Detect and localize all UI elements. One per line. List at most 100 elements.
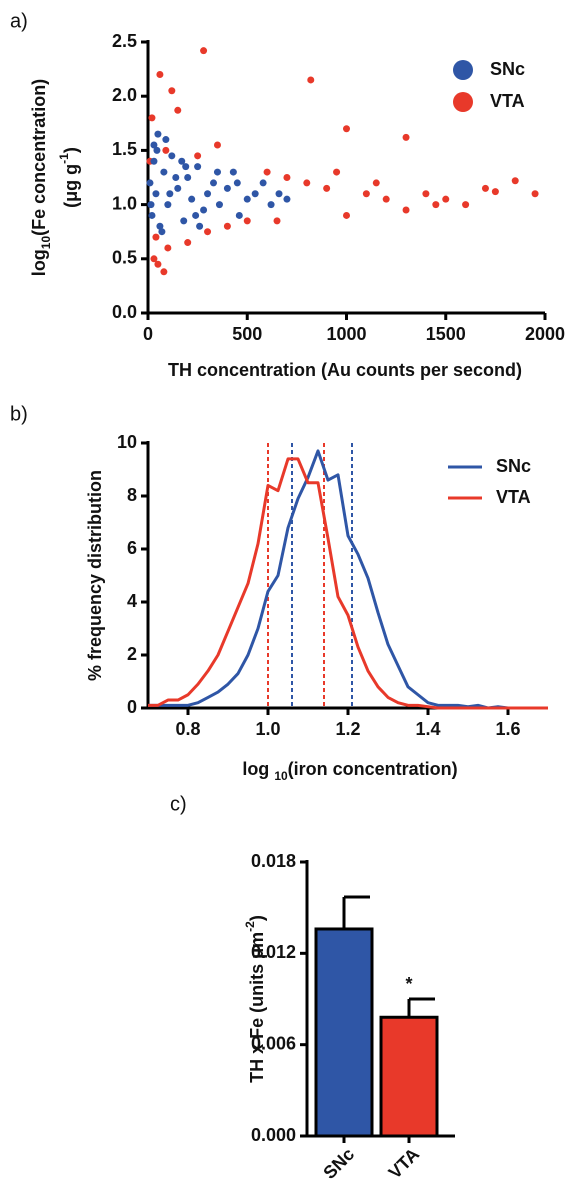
y-tick-label: 0.006 (251, 1033, 296, 1053)
y-tick-label: 0.000 (251, 1125, 296, 1145)
scatter-point (160, 168, 168, 176)
scatter-point (243, 217, 251, 225)
y-tick-label: 2 (127, 644, 137, 664)
y-tick-label: 4 (127, 591, 137, 611)
scatter-point (283, 195, 291, 203)
scatter-point (164, 201, 172, 209)
x-tick-label: 1.4 (415, 719, 440, 739)
x-tick-label: 2000 (525, 324, 565, 344)
scatter-point (343, 125, 350, 133)
scatter-point (204, 228, 212, 236)
scatter-point (166, 190, 174, 198)
scatter-point (511, 177, 519, 185)
scatter-point (343, 211, 350, 219)
legend-label: VTA (496, 487, 531, 507)
scatter-point (192, 211, 200, 219)
scatter-point (307, 76, 315, 84)
x-tick-label: 500 (232, 324, 262, 344)
scatter-point (283, 174, 291, 181)
scatter-point (267, 201, 275, 209)
y-tick-label: 1.5 (112, 139, 137, 159)
y-tick-label: 8 (127, 485, 137, 505)
scatter-point (194, 163, 202, 171)
x-tick-label: 1.2 (335, 719, 360, 739)
y-tick-label: 1.0 (112, 193, 137, 213)
y-axis-label: % frequency distribution (85, 470, 105, 681)
scatter-point (174, 184, 182, 192)
scatter-point (150, 157, 158, 165)
legend-label: SNc (496, 456, 531, 476)
x-tick-label: VTA (385, 1144, 424, 1183)
scatter-point (303, 179, 311, 187)
y-axis-label-part: ) (61, 147, 81, 153)
scatter-point (200, 206, 208, 214)
x-tick-label: 1.6 (495, 719, 520, 739)
x-axis-label: log 10(iron concentration) (242, 759, 457, 783)
panel-label: a) (10, 10, 28, 32)
scatter-point (154, 130, 162, 138)
scatter-point (462, 201, 470, 209)
y-axis-label-part: log (29, 249, 49, 276)
scatter-point (196, 222, 204, 230)
y-axis-label: log10(Fe concentration) (29, 79, 53, 276)
line-series (148, 457, 548, 710)
x-tick-label: 1.0 (255, 719, 280, 739)
scatter-point (148, 211, 156, 219)
scatter-point (148, 114, 156, 122)
scatter-point (372, 179, 380, 187)
scatter-point (154, 260, 162, 268)
scatter-point (188, 195, 196, 203)
scatter-point (194, 152, 202, 160)
scatter-point (442, 195, 450, 203)
x-axis-label: TH concentration (Au counts per second) (168, 360, 522, 380)
x-axis-label-part: log (242, 759, 274, 779)
x-tick-label: 1000 (326, 324, 366, 344)
scatter-point (184, 239, 192, 247)
scatter-point (174, 106, 182, 114)
scatter-point (164, 244, 172, 252)
y-tick-label: 2.5 (112, 31, 137, 51)
legend-label: VTA (490, 91, 525, 111)
scatter-point (168, 152, 176, 160)
panel-label: c) (170, 793, 187, 815)
scatter-point (251, 190, 259, 198)
y-axis-label-part: 10 (39, 236, 53, 250)
x-axis-label-part: (iron concentration) (288, 759, 458, 779)
legend-label: SNc (490, 59, 525, 79)
scatter-point (150, 141, 158, 149)
scatter-point (178, 157, 186, 165)
scatter-point (168, 87, 176, 95)
y-tick-label: 0.012 (251, 942, 296, 962)
scatter-point (213, 141, 221, 149)
scatter-point (152, 190, 160, 198)
scatter-point (223, 222, 231, 230)
x-tick-label: 0 (143, 324, 153, 344)
scatter-point (235, 211, 243, 219)
scatter-point (223, 184, 231, 192)
scatter-point (213, 168, 221, 176)
scatter-point (531, 190, 539, 198)
scatter-point (362, 190, 370, 198)
scatter-point (200, 47, 208, 55)
scatter-point (432, 201, 440, 209)
scatter-point (182, 163, 190, 171)
scatter-point (162, 136, 170, 144)
y-tick-label: 0.5 (112, 248, 137, 268)
scatter-point (147, 201, 155, 209)
scatter-point (158, 228, 166, 236)
scatter-point (156, 71, 164, 79)
scatter-point (156, 222, 164, 230)
x-tick-label: 0.8 (175, 719, 200, 739)
scatter-point (402, 133, 410, 141)
x-tick-label: 1500 (426, 324, 466, 344)
scatter-point (382, 195, 390, 203)
scatter-point (233, 179, 241, 187)
scatter-point (172, 174, 180, 181)
scatter-point (259, 179, 267, 187)
scatter-point (275, 190, 283, 198)
legend-marker (453, 60, 473, 80)
scatter-point (180, 217, 188, 225)
y-axis-label: (μg g-1) (57, 147, 81, 208)
y-axis-label: TH x Fe (units μm-2) (243, 915, 267, 1083)
